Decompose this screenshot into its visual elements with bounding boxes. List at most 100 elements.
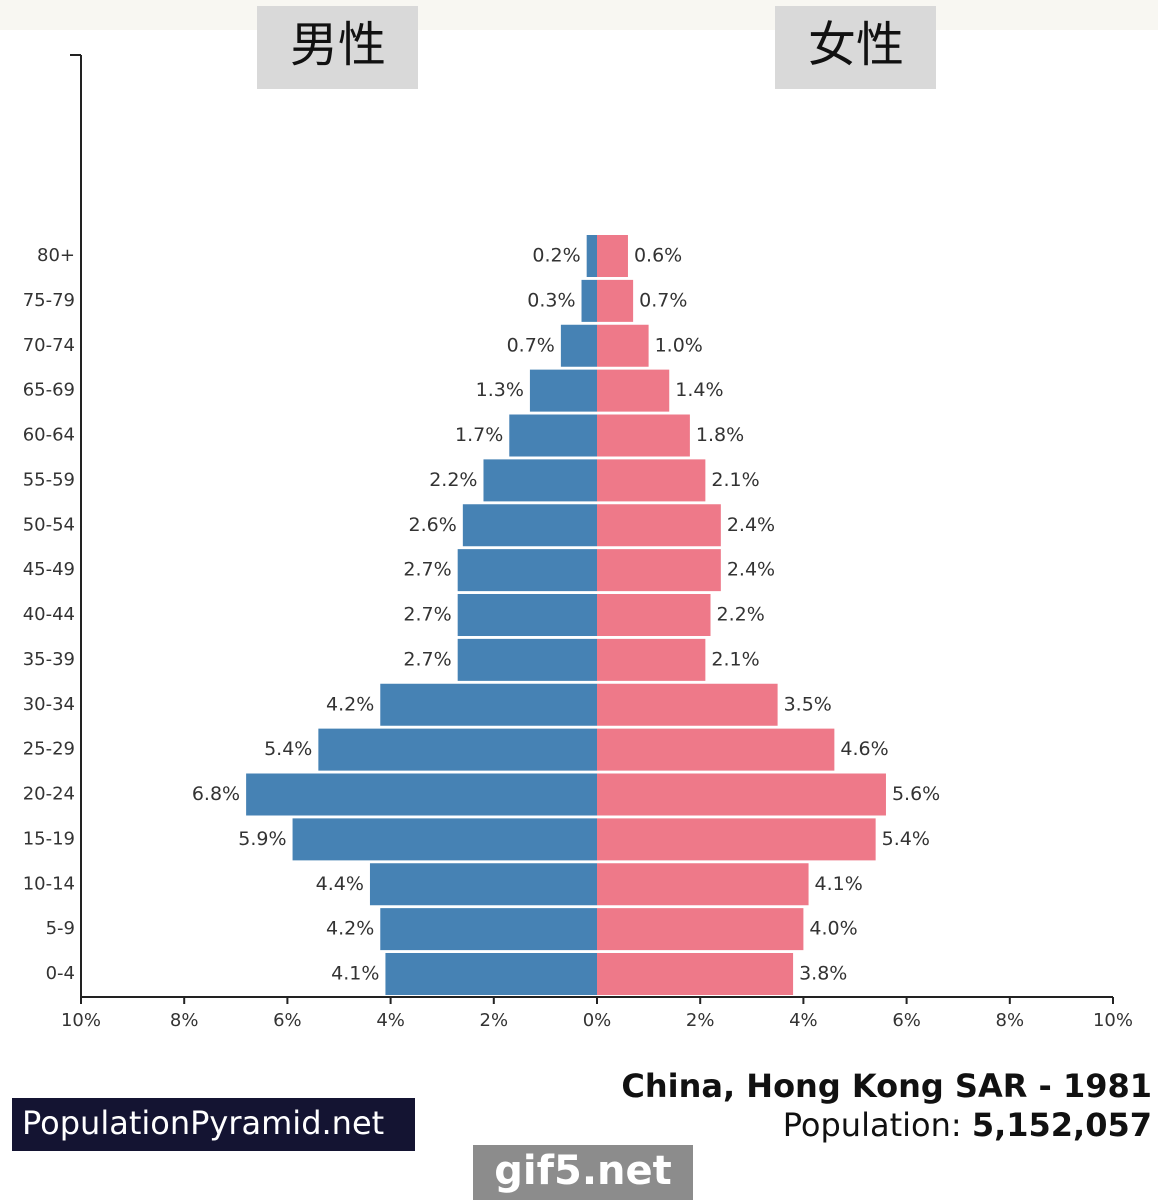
value-label: 1.3% <box>476 379 524 401</box>
bar <box>597 953 794 995</box>
x-tick-label: 6% <box>892 1010 921 1031</box>
bar <box>597 414 690 457</box>
bar <box>597 369 670 412</box>
bar <box>597 683 778 726</box>
value-label: 0.2% <box>532 245 580 267</box>
value-label: 5.9% <box>238 828 286 850</box>
bar <box>385 953 597 995</box>
x-tick-label: 2% <box>686 1010 715 1031</box>
value-label: 4.6% <box>840 738 888 760</box>
bar <box>597 235 628 277</box>
value-label: 2.1% <box>711 469 759 491</box>
female-header-box <box>775 6 936 89</box>
value-label: 1.8% <box>696 424 744 446</box>
value-label: 0.7% <box>639 289 687 311</box>
y-tick-label: 55-59 <box>23 469 75 490</box>
bar <box>581 279 597 322</box>
source-box <box>12 1098 415 1151</box>
bar <box>597 549 721 592</box>
bar <box>597 728 835 771</box>
value-label: 0.6% <box>634 245 682 267</box>
value-label: 2.2% <box>429 469 477 491</box>
y-tick-label: 35-39 <box>23 649 75 670</box>
value-label: 5.4% <box>882 828 930 850</box>
value-label: 4.2% <box>326 918 374 940</box>
value-label: 2.1% <box>711 648 759 670</box>
y-tick-label: 50-54 <box>23 514 75 535</box>
bar <box>483 459 597 502</box>
bar <box>597 773 886 816</box>
value-label: 6.8% <box>192 783 240 805</box>
value-label: 4.4% <box>316 873 364 895</box>
population-value: 5,152,057 <box>972 1106 1152 1144</box>
bar <box>597 818 876 861</box>
value-label: 3.8% <box>799 963 847 985</box>
bar <box>292 818 597 861</box>
bar <box>457 549 597 592</box>
value-label: 2.6% <box>409 514 457 536</box>
value-label: 0.3% <box>527 289 575 311</box>
value-label: 2.4% <box>727 559 775 581</box>
bar <box>318 728 597 771</box>
y-tick-label: 75-79 <box>23 290 75 311</box>
source: PopulationPyramid.net <box>22 1104 384 1142</box>
value-label: 2.7% <box>403 559 451 581</box>
x-tick-label: 2% <box>480 1010 509 1031</box>
x-tick-label: 6% <box>273 1010 302 1031</box>
value-label: 4.0% <box>809 918 857 940</box>
female-header: 女性 <box>808 17 904 73</box>
value-label: 1.0% <box>655 334 703 356</box>
value-label: 4.1% <box>815 873 863 895</box>
value-label: 5.6% <box>892 783 940 805</box>
value-label: 3.5% <box>784 693 832 715</box>
value-label: 2.7% <box>403 604 451 626</box>
y-tick-label: 0-4 <box>46 963 75 984</box>
x-tick-label: 8% <box>170 1010 199 1031</box>
bar <box>586 235 597 277</box>
y-tick-label: 65-69 <box>23 380 75 401</box>
y-tick-label: 10-14 <box>23 873 75 894</box>
population: Population: 5,152,057 <box>783 1106 1152 1144</box>
bar <box>597 638 706 681</box>
value-label: 2.2% <box>717 604 765 626</box>
x-tick-label: 10% <box>1093 1010 1133 1031</box>
y-tick-label: 45-49 <box>23 559 75 580</box>
bar <box>462 504 597 547</box>
bar <box>529 369 597 412</box>
y-tick-label: 40-44 <box>23 604 75 625</box>
x-tick-label: 8% <box>996 1010 1025 1031</box>
bar <box>457 638 597 681</box>
male-header: 男性 <box>290 17 386 73</box>
value-label: 2.7% <box>403 648 451 670</box>
y-tick-label: 15-19 <box>23 828 75 849</box>
value-label: 5.4% <box>264 738 312 760</box>
watermark-box <box>473 1145 693 1200</box>
y-tick-label: 30-34 <box>23 694 75 715</box>
bar <box>597 863 809 906</box>
top-strip <box>0 0 1158 30</box>
bar <box>560 324 597 367</box>
y-tick-label: 25-29 <box>23 739 75 760</box>
bar <box>509 414 597 457</box>
y-tick-label: 80+ <box>37 245 75 266</box>
x-tick-label: 10% <box>61 1010 101 1031</box>
watermark: gif5.net <box>494 1148 672 1194</box>
bar <box>597 908 804 951</box>
male-header-box <box>257 6 418 89</box>
bar <box>457 594 597 636</box>
x-tick-label: 4% <box>789 1010 818 1031</box>
bar <box>246 773 597 816</box>
bar <box>380 908 597 951</box>
value-label: 2.4% <box>727 514 775 536</box>
bar <box>597 324 649 367</box>
bar <box>597 594 711 636</box>
bar <box>597 504 721 547</box>
value-label: 1.4% <box>675 379 723 401</box>
y-tick-label: 60-64 <box>23 425 75 446</box>
x-tick-label: 0% <box>583 1010 612 1031</box>
y-tick-label: 20-24 <box>23 784 75 805</box>
value-label: 4.1% <box>331 963 379 985</box>
